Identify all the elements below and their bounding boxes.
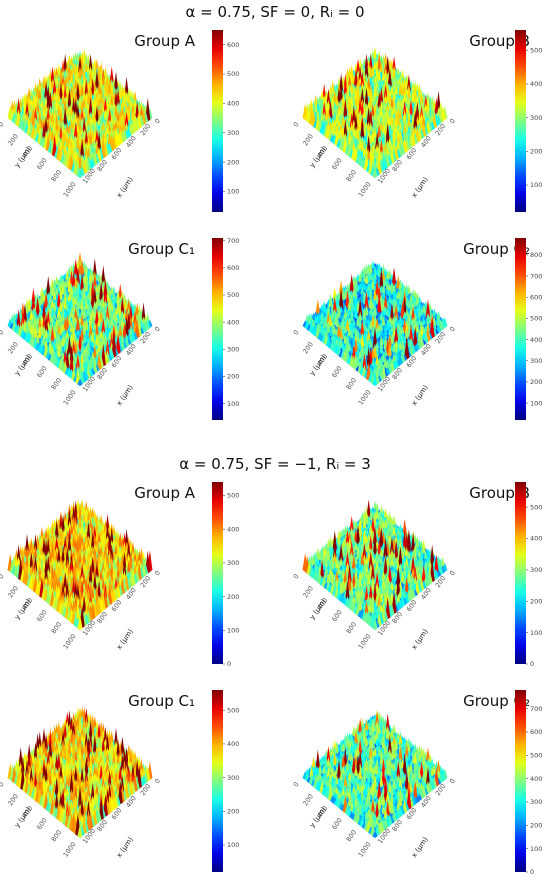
y-tick-label: 200 [6,133,20,148]
colorbar-tick-label: 300 [530,114,542,122]
colorbar-tick-label: 700 [530,272,542,280]
y-tick-label: 600 [35,365,49,380]
colorbar-tick-label: 400 [227,318,239,326]
x-axis-label: x (μm) [115,175,135,199]
colorbar [212,30,223,212]
surface-mesh [8,252,153,386]
y-axis-label: y (μm) [308,353,328,377]
y-tick-label: 1000 [357,181,373,199]
section-title: α = 0.75, SF = 0, Rᵢ = 0 [0,3,550,21]
y-axis-label: y (μm) [13,145,33,169]
y-tick-label: 600 [330,157,344,172]
colorbar-tick-label: 600 [530,293,542,301]
y-tick-label: 600 [35,157,49,172]
colorbar-tick-label: 300 [227,129,239,137]
x-tick-label: 0 [448,325,457,333]
y-tick-label: 200 [6,341,20,356]
colorbar-tick-label: 700 [227,237,239,245]
colorbar-tick-label: 200 [227,158,239,166]
section-title: α = 0.75, SF = −1, Rᵢ = 3 [0,455,550,473]
colorbar-tick-label: 600 [227,41,239,49]
y-tick-label: 600 [330,365,344,380]
colorbar-tick-label: 500 [227,291,239,299]
y-tick-label: 200 [301,341,315,356]
y-tick-label: 1000 [62,181,78,199]
colorbar-tick-label: 200 [227,373,239,381]
x-tick-label: 0 [153,117,162,125]
colorbar-tick-label: 400 [227,100,239,108]
colorbar-tick-label: 100 [530,399,542,407]
surface-mesh [303,260,448,385]
y-tick-label: 200 [301,133,315,148]
colorbar-tick-label: 800 [530,251,542,259]
x-axis-label: x (μm) [410,175,430,199]
colorbar-tick-label: 500 [530,46,542,54]
surface-mesh [8,499,153,630]
colorbar-tick-label: 500 [530,315,542,323]
y-tick-label: 800 [345,377,359,392]
colorbar-tick-label: 100 [530,181,542,189]
y-tick-label: 1000 [62,389,78,407]
colorbar [212,238,223,420]
y-tick-label: 800 [50,169,64,184]
x-axis-label: x (μm) [115,383,135,407]
y-tick-label: 800 [50,377,64,392]
colorbar [515,30,526,212]
x-tick-label: 0 [153,325,162,333]
y-tick-label: 0 [0,329,6,337]
colorbar-tick-label: 300 [227,346,239,354]
colorbar-tick-label: 300 [530,357,542,365]
colorbar [515,238,526,420]
y-tick-label: 0 [0,121,6,129]
x-tick-label: 0 [448,117,457,125]
surface-mesh [8,49,153,178]
y-axis-label: y (μm) [13,353,33,377]
colorbar-tick-label: 200 [530,378,542,386]
colorbar-tick-label: 100 [227,188,239,196]
colorbar-tick-label: 100 [227,400,239,408]
colorbar-tick-label: 500 [227,70,239,78]
surface-mesh [303,47,448,178]
x-axis-label: x (μm) [410,383,430,407]
colorbar-tick-label: 400 [530,80,542,88]
y-tick-label: 0 [292,121,301,129]
colorbar-tick-label: 600 [227,264,239,272]
colorbar-tick-label: 200 [530,148,542,156]
y-tick-label: 800 [345,169,359,184]
colorbar-tick-label: 400 [530,336,542,344]
y-axis-label: y (μm) [308,145,328,169]
y-tick-label: 0 [292,329,301,337]
y-tick-label: 1000 [357,389,373,407]
